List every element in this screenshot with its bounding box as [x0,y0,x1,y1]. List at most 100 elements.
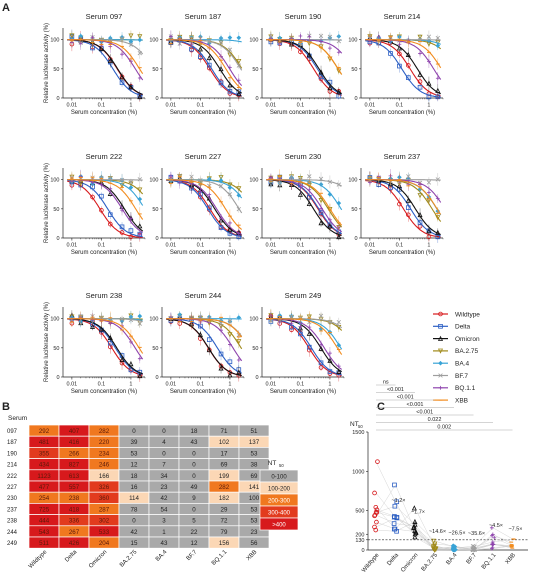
x-tick-label: 1 [129,243,132,249]
x-axis-label: Serum concentration (%) [170,389,236,395]
x-tick-label: 0.1 [197,103,205,109]
data-point [128,361,134,367]
x-axis-label: Serum concentration (%) [270,110,336,116]
data-point [298,331,303,337]
heatmap-value: 0 [132,518,136,525]
data-point [336,319,341,325]
data-point [435,43,441,49]
data-point [336,50,341,55]
y-tick-label: 100 [149,317,158,323]
legend-label: BF.7 [455,373,468,380]
heatmap-value: 9 [192,495,196,502]
legend-marker [437,335,444,341]
heatmap-value: 53 [251,450,258,457]
data-point [426,80,432,86]
curve-omicron [166,318,242,377]
data-point [427,190,431,195]
x-tick-label: 1 [427,243,430,249]
heatmap-value: 0 [162,428,166,435]
heatmap-col-label: Delta [64,549,79,564]
fold-change-label: ~14.6× [429,529,446,535]
legend-marker [438,373,443,378]
data-point [236,35,242,41]
x-tick-label: 0.1 [98,382,106,388]
data-point [120,208,124,213]
x-tick-label: 0.01 [266,243,277,249]
data-point [99,207,104,213]
comparison-p-value: 0.002 [437,425,451,431]
data-point [236,206,241,212]
data-point [99,193,104,199]
data-point [228,342,232,347]
x-axis-label: Serum concentration (%) [369,110,435,116]
data-point [277,319,282,324]
data-point [228,65,232,70]
x-tick-label: 0.01 [166,103,177,109]
panel-title: Serum 249 [285,291,322,300]
comparison-p-value: <0.001 [416,410,433,416]
y-axis-label: Relative luciferase activity (%) [44,302,50,382]
scatter-point [452,544,458,549]
data-point [128,228,134,233]
comparison-p-value: <0.001 [387,387,404,393]
data-point [137,177,142,182]
heatmap-value: 477 [39,484,50,491]
heatmap-value: 23 [251,529,258,536]
data-point [435,35,440,41]
data-point [318,176,324,182]
data-point [206,62,212,68]
curve-xbb [365,39,442,69]
x-tick-label: 1 [328,243,331,249]
heatmap-value: 533 [99,529,110,536]
data-point [236,91,242,97]
heatmap-row-label: 244 [7,530,18,536]
heatmap-row-label: 097 [7,429,18,435]
legend-label: BQ.1.1 [455,385,476,392]
data-point [328,351,332,355]
x-tick-label: XBB [505,552,517,565]
data-point [418,51,422,56]
curve-xbb [365,179,442,215]
panel-title: Serum 244 [185,291,222,300]
data-point [137,373,143,379]
data-point [307,187,312,192]
y-tick-label: 100 [348,178,357,184]
heatmap-value: 53 [131,450,138,457]
data-point [128,367,134,373]
x-tick-label: BF.7 [466,552,479,566]
data-point [128,33,134,39]
heatmap-value: 326 [99,484,110,491]
heatmap-value: 407 [69,428,80,435]
data-point [417,211,423,218]
data-point [297,191,303,197]
heatmap-value: 15 [131,540,138,547]
heatmap-value: 69 [251,473,258,480]
heatmap-value: 100 [249,495,260,502]
x-tick-label: BA.4 [446,552,459,566]
heatmap-value: 38 [251,462,258,469]
scatter-point [490,541,495,546]
scatter-point [431,538,437,544]
data-point [108,176,113,181]
heatmap-value: 53 [251,506,258,513]
y-axis-label-sub: 50 [358,424,363,429]
scatter-point [374,507,380,513]
heatmap-value: 22 [191,529,198,536]
heatmap-value: 0 [192,462,196,469]
data-point [327,369,333,374]
x-tick-label: 1 [427,103,430,109]
heatmap-row-label: 249 [7,541,18,547]
panel-title: Serum 097 [86,12,123,21]
data-point [198,54,203,60]
heatmap-value: 282 [99,428,110,435]
data-point [107,221,113,227]
data-point [405,63,411,68]
data-point [336,182,341,187]
data-point [336,234,342,240]
heatmap-value: 53 [251,518,258,525]
heatmap-value: 266 [69,450,80,457]
heatmap-value: 511 [39,540,49,547]
